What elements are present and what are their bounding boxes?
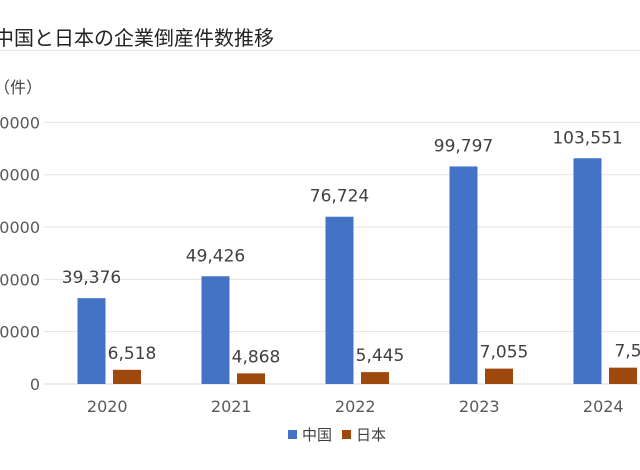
y-tick-label: 0000 (0, 218, 40, 237)
data-label-japan: 6,518 (108, 344, 157, 364)
bar-japan (609, 367, 637, 384)
legend-item-japan: 日本 (342, 424, 386, 445)
y-tick-label: 0000 (0, 323, 40, 342)
y-tick-label: 0 (30, 375, 40, 394)
data-label-china: 99,797 (434, 136, 493, 156)
bar-china (201, 276, 230, 384)
data-label-china: 103,551 (552, 128, 622, 148)
x-tick-label: 2022 (335, 397, 376, 416)
data-label-japan: 4,868 (232, 347, 281, 367)
x-tick-label: 2021 (211, 397, 252, 416)
bar-japan (361, 372, 389, 384)
bar-china (573, 158, 602, 384)
y-tick-label: 0000 (0, 113, 40, 132)
legend-item-china: 中国 (288, 424, 332, 445)
title-divider (0, 50, 640, 51)
x-tick-label: 2020 (87, 397, 128, 416)
data-label-china: 39,376 (62, 268, 121, 288)
bar-china (77, 298, 106, 384)
data-label-japan: 7,5 (614, 342, 640, 362)
legend: 中国 日本 (288, 422, 396, 446)
y-tick-label: 0000 (0, 270, 40, 289)
bar-china (325, 216, 354, 384)
y-tick-label: 0000 (0, 166, 40, 185)
bar-japan (485, 368, 513, 384)
legend-label-china: 中国 (302, 425, 333, 444)
data-label-china: 49,426 (186, 246, 245, 266)
x-tick-label: 2023 (459, 397, 500, 416)
legend-swatch-china (288, 429, 297, 439)
chart-title: 中国と日本の企業倒産件数推移 (0, 26, 274, 50)
legend-label-japan: 日本 (356, 425, 387, 444)
y-axis-unit-label: （件） (0, 78, 43, 97)
data-label-china: 76,724 (310, 187, 369, 207)
legend-swatch-japan (342, 429, 352, 439)
data-label-japan: 7,055 (480, 343, 529, 363)
data-label-japan: 5,445 (356, 346, 405, 366)
bar-china (449, 166, 478, 384)
x-tick-label: 2024 (583, 397, 624, 416)
bar-japan (113, 369, 141, 384)
bar-japan (237, 373, 265, 384)
